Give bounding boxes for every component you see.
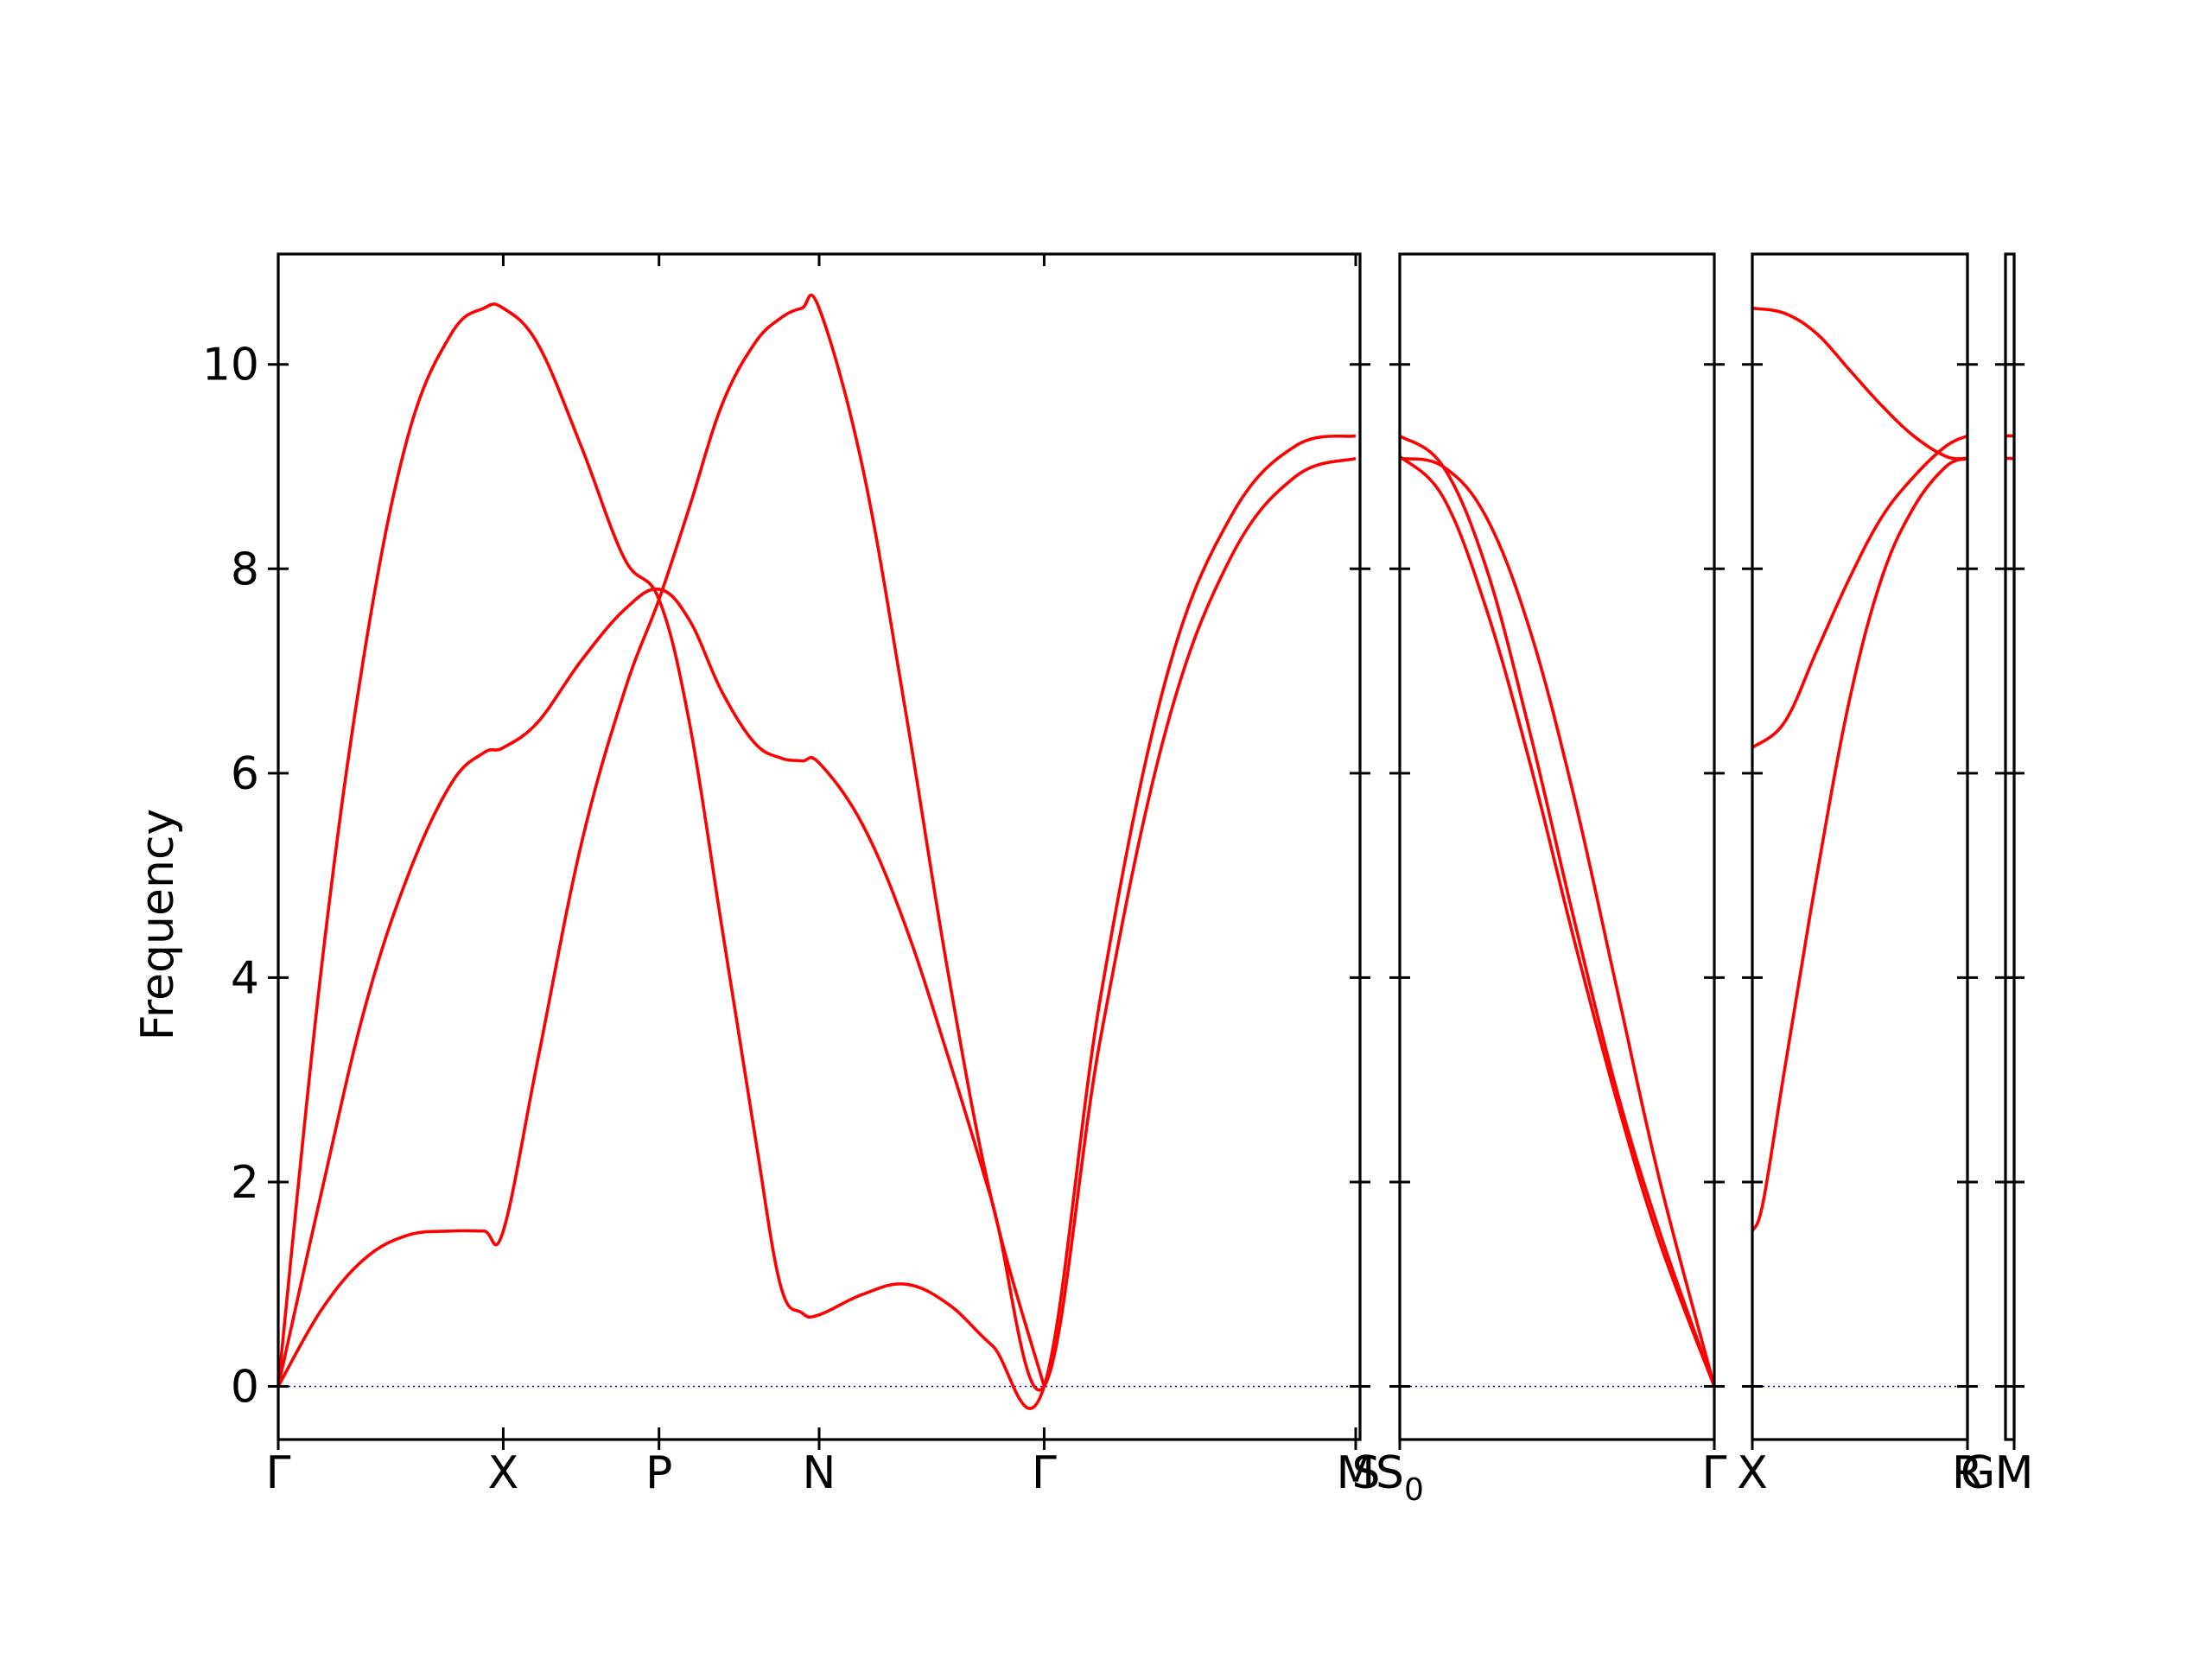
panel-frame	[276, 252, 1362, 1441]
x-tick-label: Γ	[266, 1447, 291, 1499]
band-1	[1400, 434, 1714, 1388]
x-tick-label: P	[645, 1447, 672, 1499]
x-tick-label: Γ	[1702, 1447, 1727, 1499]
panel-4: M	[1995, 252, 2034, 1499]
x-tick-label: S0	[1376, 1447, 1424, 1508]
band-3	[1400, 456, 1714, 1387]
band-3	[1752, 456, 1967, 1232]
panel-3: X RG	[1737, 252, 1995, 1499]
panel-frame	[1398, 252, 1716, 1441]
x-tick-label: R	[1952, 1447, 1983, 1499]
x-tick-label: N	[803, 1447, 836, 1499]
y-tick-label: 0	[231, 1361, 259, 1413]
x-tick-label: G	[1961, 1447, 1995, 1499]
x-tick-label: X	[1737, 1447, 1768, 1499]
x-tick-label: M	[1995, 1447, 2034, 1499]
y-tick-label: 6	[231, 748, 259, 800]
x-tick-label: Γ	[1032, 1447, 1057, 1499]
y-tick-label: 2	[231, 1157, 259, 1209]
y-tick-label: 4	[231, 952, 259, 1004]
panel-frame	[2004, 252, 2016, 1441]
y-tick-label: 8	[231, 543, 259, 595]
x-tick-label: S	[1351, 1447, 1380, 1499]
band-1	[1752, 306, 1967, 461]
band-2	[1400, 454, 1714, 1388]
y-tick-label: 10	[202, 340, 259, 391]
x-tick-label: M	[1337, 1447, 1376, 1499]
band-1	[278, 302, 1357, 1410]
panel-1: Γ X P N Γ MS	[266, 252, 1380, 1499]
band-2	[1752, 434, 1967, 749]
band-2	[278, 456, 1357, 1392]
band-3	[278, 293, 1046, 1388]
x-tick-label: X	[488, 1447, 519, 1499]
panel-frame	[1751, 252, 1969, 1441]
y-axis-label: Frequency	[132, 809, 184, 1041]
panel-2: S0 Γ	[1376, 252, 1727, 1508]
